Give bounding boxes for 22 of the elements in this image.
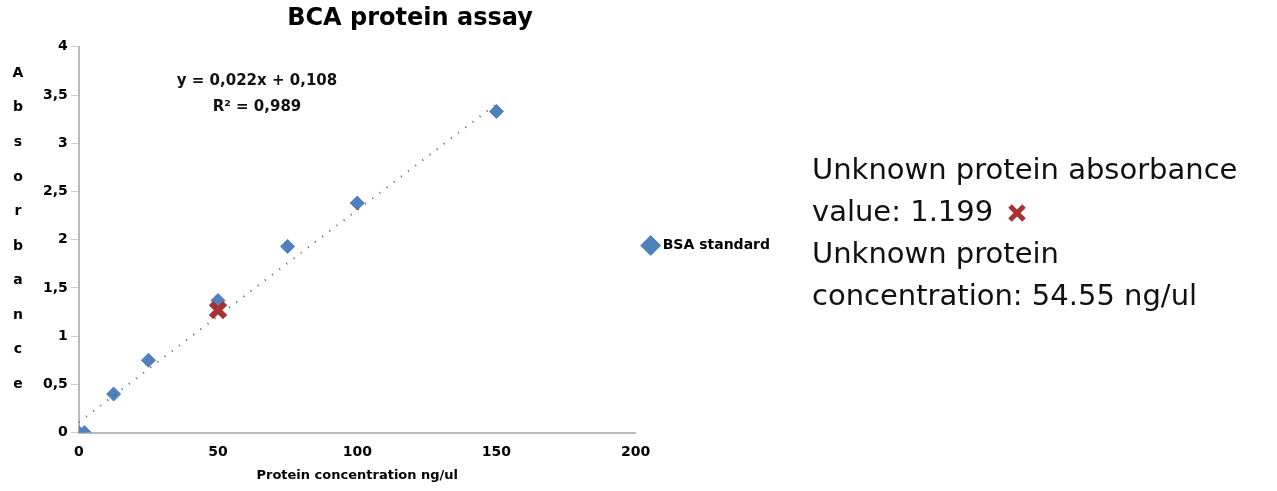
- x-tick-label: 50: [208, 442, 229, 459]
- y-tick-label: 0,5: [42, 375, 68, 392]
- y-tick-label: 3: [58, 133, 68, 150]
- y-tick-label: 3,5: [42, 85, 68, 102]
- text: Absorbance: [12, 63, 24, 392]
- annotation: y = 0,022x + 0,108: [176, 70, 338, 89]
- y-tick-label: 4: [58, 37, 69, 54]
- x-axis-title: Protein concentration ng/ul: [256, 466, 459, 482]
- text: Unknown protein concentration: 54.55 ng/ul: [812, 235, 1199, 314]
- chart-title: BCA protein assay: [287, 2, 534, 31]
- x-tick-label: 100: [342, 442, 373, 459]
- y-tick-label: 2,5: [42, 182, 68, 199]
- y-tick-label: 1: [58, 326, 68, 343]
- x-tick-label: 200: [621, 442, 651, 459]
- y-tick-label: 0: [58, 423, 69, 440]
- x-tick-label: 150: [481, 442, 512, 459]
- annotation: R² = 0,989: [212, 96, 302, 115]
- text: Unknown protein absorbance value: 1.199: [812, 151, 1239, 230]
- legend-label: BSA standard: [662, 236, 770, 253]
- x-tick-label: 0: [73, 442, 84, 459]
- y-tick-label: 2: [58, 230, 68, 247]
- y-tick-label: 1,5: [42, 278, 68, 295]
